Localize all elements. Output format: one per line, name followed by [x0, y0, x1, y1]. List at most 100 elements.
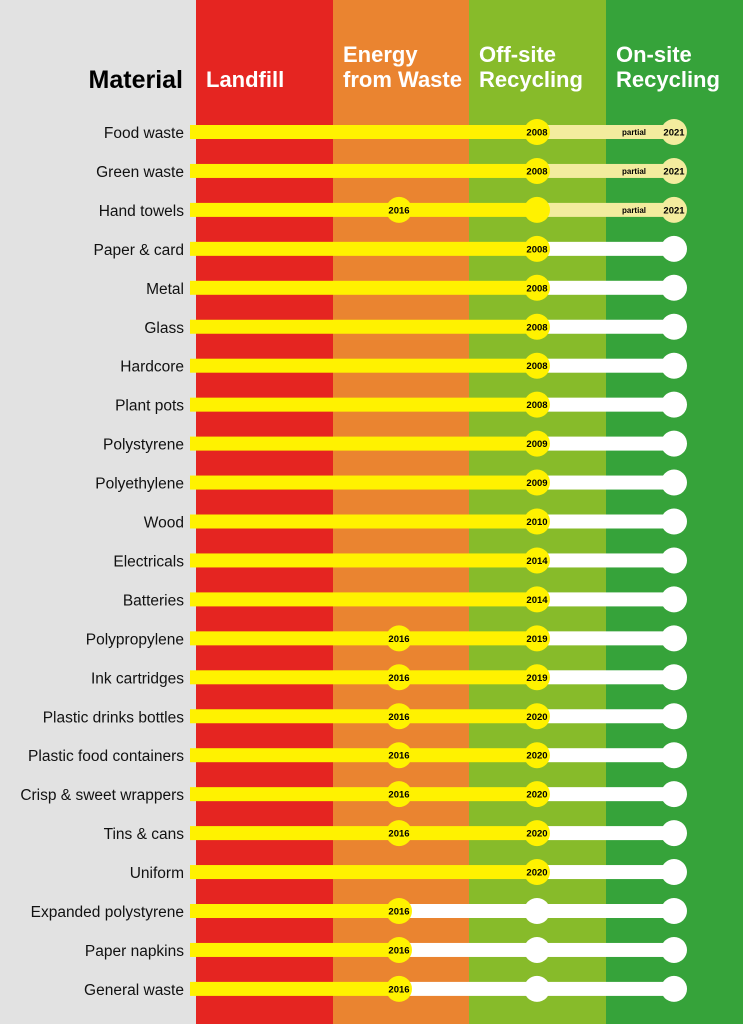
offsite-recycling-marker: [524, 975, 550, 1002]
offsite-recycling-marker: [524, 547, 550, 574]
route-row: Hand towels partial 2016 2021: [99, 196, 687, 223]
material-label: Glass: [144, 320, 184, 337]
material-label: Polystyrene: [103, 437, 184, 454]
header-energy-from-waste-line-1: Energy: [343, 42, 418, 67]
route-line-yellow: [190, 592, 537, 607]
route-line-yellow: [190, 202, 537, 217]
route-row: Electricals 2014: [113, 547, 687, 574]
energy-from-waste-marker: [386, 703, 412, 730]
onsite-recycling-marker: [661, 157, 687, 184]
material-label: Metal: [146, 281, 184, 298]
material-title: Material: [89, 66, 183, 94]
material-label: Uniform: [130, 865, 184, 882]
header-onsite-recycling-line-1: On-site: [616, 42, 692, 67]
onsite-recycling-marker: [661, 781, 687, 808]
onsite-recycling-marker: [661, 119, 687, 145]
offsite-recycling-marker-year: 2014: [526, 556, 548, 567]
route-line-white: [537, 280, 674, 295]
route-row: Crisp & sweet wrappers 2016 2020: [20, 781, 687, 808]
route-line-white: [537, 748, 674, 763]
route-row: Polypropylene 2016 2019: [86, 625, 687, 652]
energy-from-waste-marker-year: 2016: [388, 712, 409, 723]
offsite-recycling-marker: [524, 157, 550, 184]
offsite-recycling-marker: [524, 936, 550, 963]
route-row: Green waste partial 2008 2021: [96, 157, 687, 184]
offsite-recycling-marker-year: 2009: [526, 439, 547, 450]
onsite-recycling-marker: [661, 313, 687, 340]
onsite-recycling-marker: [661, 586, 687, 613]
offsite-recycling-marker: [524, 508, 550, 535]
route-row: Expanded polystyrene 2016: [31, 898, 687, 924]
offsite-recycling-marker-year: 2008: [526, 244, 547, 255]
route-row: Paper napkins 2016: [85, 936, 687, 963]
route-line-white: [537, 631, 674, 646]
route-line-yellow: [190, 319, 537, 334]
offsite-recycling-marker: [524, 391, 550, 418]
route-row: General waste 2016: [84, 975, 687, 1002]
material-label: Crisp & sweet wrappers: [20, 787, 184, 804]
route-row: Batteries 2014: [123, 586, 687, 613]
route-row: Uniform 2020: [130, 859, 687, 886]
material-label: Plant pots: [115, 398, 184, 415]
partial-label: partial: [622, 128, 646, 137]
onsite-recycling-marker: [661, 664, 687, 691]
offsite-recycling-marker: [524, 625, 550, 652]
offsite-recycling-marker: [524, 235, 550, 262]
offsite-recycling-marker: [524, 352, 550, 379]
route-row: Glass 2008: [144, 313, 687, 340]
energy-from-waste-marker-year: 2016: [388, 205, 409, 216]
onsite-recycling-marker: [661, 898, 687, 924]
offsite-recycling-marker-year: 2020: [526, 868, 547, 879]
offsite-recycling-marker: [524, 859, 550, 886]
route-line-white: [537, 241, 674, 256]
onsite-recycling-marker: [661, 975, 687, 1002]
offsite-recycling-marker-year: 2020: [526, 712, 547, 723]
energy-from-waste-marker: [386, 975, 412, 1002]
route-row: Food waste partial 2008 2021: [104, 119, 687, 145]
onsite-recycling-marker: [661, 235, 687, 262]
route-line-yellow: [190, 514, 537, 529]
material-label: Paper napkins: [85, 943, 184, 960]
offsite-recycling-marker: [524, 430, 550, 457]
material-label: Food waste: [104, 125, 184, 142]
offsite-recycling-marker-year: 2010: [526, 517, 547, 528]
route-line-partial: [537, 163, 674, 178]
onsite-recycling-marker: [661, 391, 687, 418]
route-line-white: [537, 553, 674, 568]
route-line-yellow: [190, 553, 537, 568]
offsite-recycling-marker: [524, 586, 550, 613]
material-label: Green waste: [96, 164, 184, 181]
onsite-recycling-marker: [661, 703, 687, 730]
route-row: Plant pots 2008: [115, 391, 687, 418]
route-row: Polyethylene 2009: [95, 469, 687, 496]
onsite-recycling-marker: [661, 196, 687, 223]
energy-from-waste-marker: [386, 196, 412, 223]
onsite-recycling-marker: [661, 547, 687, 574]
route-row: Ink cartridges 2016 2019: [91, 664, 687, 691]
route-line-yellow: [190, 125, 537, 139]
energy-from-waste-marker: [386, 898, 412, 924]
onsite-recycling-marker-year: 2021: [663, 128, 685, 139]
offsite-recycling-marker-year: 2020: [526, 790, 547, 801]
partial-label: partial: [622, 167, 646, 176]
offsite-recycling-marker-year: 2020: [526, 751, 547, 762]
energy-from-waste-marker-year: 2016: [388, 634, 409, 645]
route-line-white: [537, 514, 674, 529]
route-line-yellow: [190, 241, 537, 256]
route-line-white: [537, 826, 674, 841]
route-row: Paper & card 2008: [94, 235, 687, 262]
offsite-recycling-marker: [524, 742, 550, 769]
offsite-recycling-marker-year: 2014: [526, 595, 548, 606]
offsite-recycling-marker: [524, 313, 550, 340]
energy-from-waste-marker-year: 2016: [388, 829, 409, 840]
offsite-recycling-marker: [524, 196, 550, 223]
route-row: Wood 2010: [144, 508, 687, 535]
material-label: Polypropylene: [86, 631, 184, 648]
offsite-recycling-marker: [524, 274, 550, 301]
energy-from-waste-marker-year: 2016: [388, 790, 409, 801]
energy-from-waste-marker-year: 2016: [388, 984, 409, 995]
route-line-yellow: [190, 280, 537, 295]
offsite-recycling-marker-year: 2019: [526, 634, 547, 645]
offsite-recycling-marker: [524, 664, 550, 691]
energy-from-waste-marker-year: 2016: [388, 945, 409, 956]
